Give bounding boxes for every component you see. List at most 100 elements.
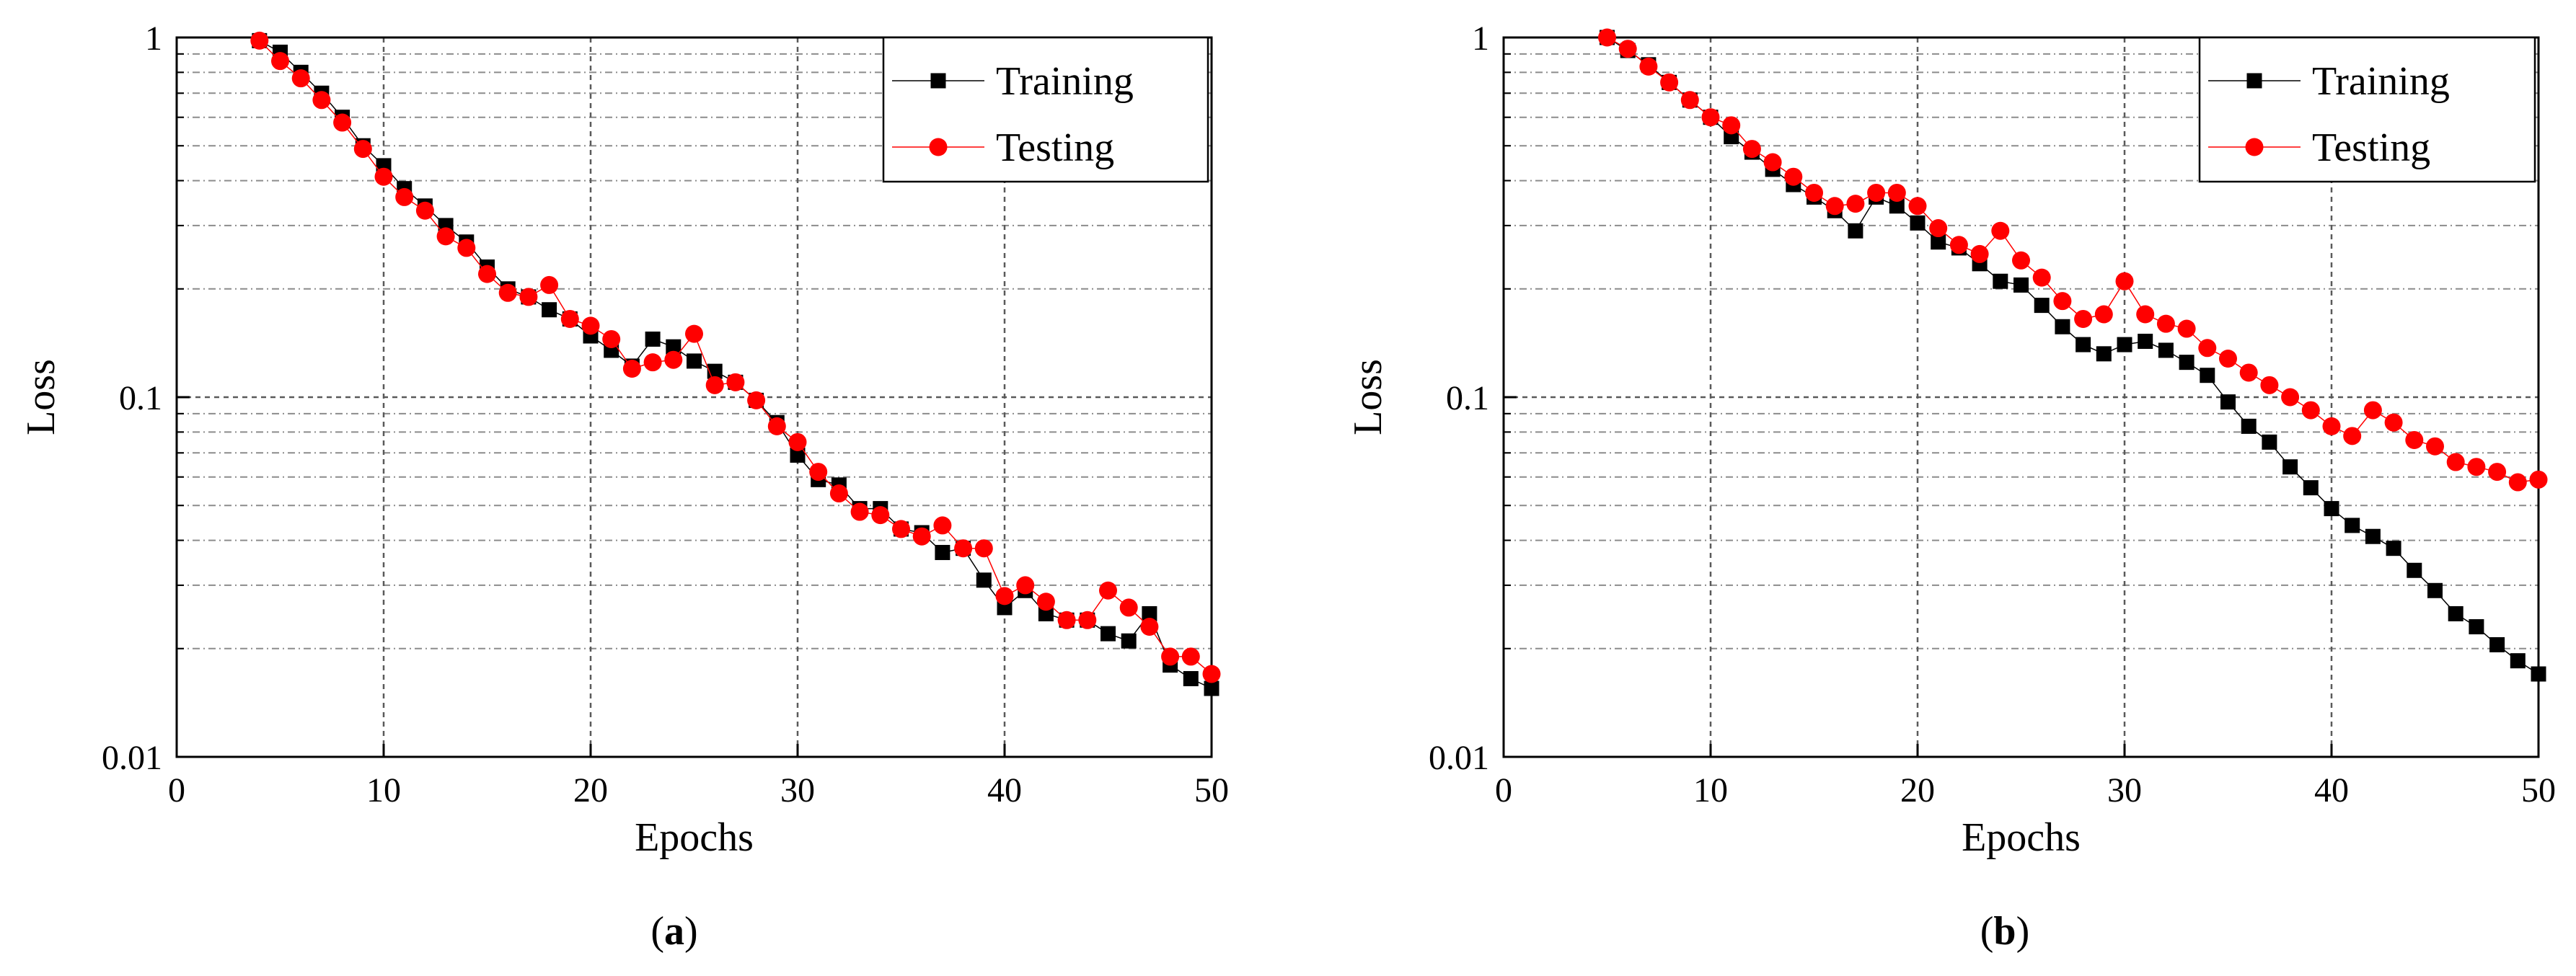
data-point [687, 353, 702, 369]
x-axis-label: Epochs [635, 815, 754, 860]
data-point [2198, 339, 2217, 358]
data-point [666, 339, 682, 355]
data-point [478, 265, 496, 283]
data-point [2407, 562, 2422, 578]
data-point [2363, 401, 2382, 420]
data-point [2426, 437, 2444, 456]
data-point [2138, 333, 2153, 349]
x-tick-label: 30 [780, 771, 815, 809]
data-point [2076, 337, 2091, 352]
data-point [2260, 376, 2279, 394]
data-point [976, 572, 992, 588]
legend-box [2198, 36, 2536, 183]
data-point [871, 506, 890, 525]
data-point [1204, 680, 1219, 696]
data-point [912, 527, 931, 546]
data-point [829, 484, 848, 503]
data-point [581, 316, 600, 335]
data-point [935, 544, 950, 560]
data-point [2529, 470, 2548, 489]
data-point [415, 201, 434, 220]
data-point [622, 359, 641, 378]
data-point [2301, 401, 2320, 420]
y-tick-label: 0.01 [1429, 739, 1489, 777]
data-point [933, 516, 952, 535]
data-point [1140, 617, 1159, 636]
data-point [1889, 198, 1905, 214]
data-point [2282, 459, 2298, 475]
y-tick-label: 0.01 [102, 739, 162, 777]
data-point [1742, 140, 1761, 159]
y-tick-label: 0.1 [1446, 379, 1489, 417]
data-point [705, 376, 724, 394]
data-point [2053, 292, 2072, 311]
data-point [2055, 319, 2070, 334]
legend-marker-training [2246, 73, 2262, 89]
legend-marker-training [930, 73, 946, 89]
data-point [892, 520, 910, 538]
data-point [2345, 518, 2360, 533]
legend-label-training: Training [2312, 59, 2450, 104]
data-point [2156, 314, 2175, 333]
data-point [436, 227, 455, 246]
data-point [974, 539, 993, 558]
data-point [457, 239, 476, 257]
data-point [2094, 305, 2113, 324]
data-point [2448, 605, 2463, 621]
data-point [1161, 647, 1180, 666]
x-tick-label: 30 [2107, 771, 2142, 809]
data-point [2365, 528, 2381, 544]
data-point [788, 432, 807, 451]
data-point [1639, 57, 1658, 76]
data-point [1119, 598, 1138, 617]
x-tick-label: 50 [2521, 771, 2556, 809]
data-point [2384, 413, 2403, 432]
data-point [767, 417, 786, 435]
data-point [1929, 219, 1948, 238]
data-point [1057, 611, 1076, 629]
panel-caption: (b) [1980, 909, 2029, 954]
data-point [1036, 593, 1055, 611]
data-point [542, 302, 557, 318]
data-point [2488, 463, 2507, 482]
y-axis-label: Loss [1346, 359, 1390, 435]
data-point [1660, 73, 1679, 92]
data-point [2074, 309, 2093, 328]
data-point [2220, 394, 2236, 410]
data-point [2136, 305, 2155, 324]
data-point [645, 331, 661, 347]
data-point [2281, 388, 2300, 407]
data-point [1100, 626, 1116, 642]
data-point [291, 69, 310, 88]
data-point [1805, 183, 1823, 202]
data-point [954, 539, 973, 558]
data-point [2510, 653, 2526, 669]
data-point [312, 91, 331, 110]
data-point [1598, 28, 1616, 47]
caption-letter: b [1993, 909, 2016, 954]
data-point [2115, 272, 2134, 290]
data-point [1846, 195, 1865, 213]
data-point [1949, 236, 1968, 254]
legend-label-training: Training [996, 59, 1134, 104]
panel-b: 0 10 20 30 40 50 0.01 0.1 1 Epochs Loss Training Tes… [1346, 19, 2556, 954]
data-point [2386, 541, 2401, 556]
data-point [1887, 183, 1906, 202]
data-point [2262, 434, 2277, 450]
x-axis-label: Epochs [1962, 815, 2081, 860]
data-point [1202, 665, 1221, 683]
panel-a: 0 10 20 30 40 50 0.01 0.1 1 Epochs Loss Training Tes… [19, 19, 1229, 954]
data-point [2158, 342, 2174, 358]
data-point [1991, 221, 2010, 240]
legend: Training Testing [882, 36, 1209, 183]
series-line [1607, 37, 2539, 675]
legend: Training Testing [2198, 36, 2536, 183]
axis-ticks [175, 36, 1213, 758]
data-point [2241, 418, 2257, 434]
data-point [1931, 234, 1946, 250]
data-point [1784, 167, 1803, 186]
axis-ticks [1502, 36, 2540, 758]
data-point [1993, 273, 2008, 289]
x-tick-label: 40 [987, 771, 1022, 809]
